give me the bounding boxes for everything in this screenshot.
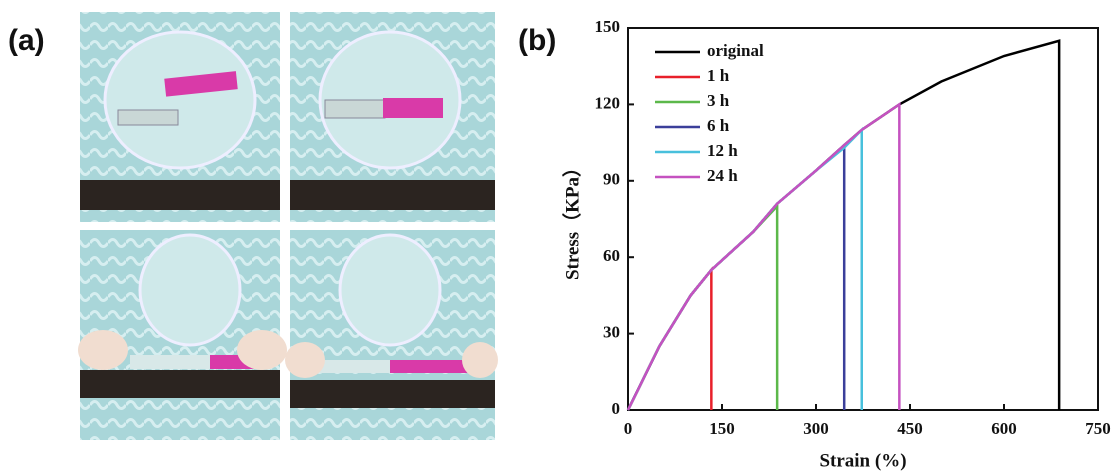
y-tick-label: 150 <box>595 17 621 36</box>
x-tick-label: 450 <box>897 419 923 438</box>
x-tick-label: 0 <box>624 419 633 438</box>
x-tick-label: 300 <box>803 419 829 438</box>
y-axis-label: Stress（KPa） <box>560 158 583 280</box>
x-tick-label: 150 <box>709 419 735 438</box>
legend-label: 6 h <box>707 116 730 135</box>
legend-label: 12 h <box>707 141 738 160</box>
line-series <box>626 126 863 411</box>
legend-label: 24 h <box>707 166 738 185</box>
photo-panel <box>78 12 498 440</box>
x-tick-label: 750 <box>1085 419 1111 438</box>
plot-frame <box>627 27 1099 411</box>
line-series <box>626 203 779 411</box>
legend-label: 1 h <box>707 66 730 85</box>
y-tick-label: 120 <box>595 93 621 112</box>
line-series <box>626 102 901 411</box>
line-series <box>626 266 713 411</box>
y-tick-label: 90 <box>603 170 620 189</box>
legend-label: original <box>707 41 764 60</box>
panel-label: (a) <box>8 24 45 57</box>
y-tick-label: 60 <box>603 246 620 265</box>
legend-label: 3 h <box>707 91 730 110</box>
panel-label: (b) <box>518 24 556 57</box>
x-tick-label: 600 <box>991 419 1017 438</box>
y-tick-label: 0 <box>612 399 621 418</box>
x-axis-label: Strain (%) <box>819 450 906 471</box>
y-tick-label: 30 <box>603 323 620 342</box>
